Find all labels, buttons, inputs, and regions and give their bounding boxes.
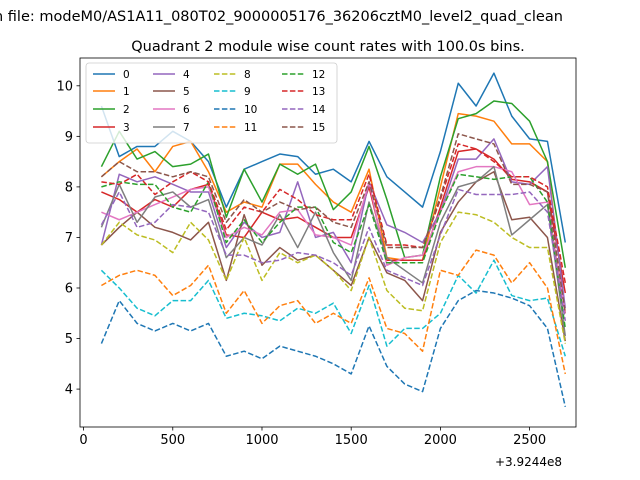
series-line-1 xyxy=(100,112,567,314)
series-line-5 xyxy=(100,170,567,342)
legend-label-0: 0 xyxy=(123,69,130,81)
y-tick-label: 6 xyxy=(65,281,73,296)
x-tick-label: 1500 xyxy=(335,433,368,448)
legend-label-9: 9 xyxy=(244,86,251,98)
legend-label-8: 8 xyxy=(244,69,251,81)
legend-label-2: 2 xyxy=(123,104,130,116)
y-tick-label: 8 xyxy=(65,180,73,195)
legend-label-15: 15 xyxy=(312,122,325,134)
x-tick-label: 2000 xyxy=(424,433,457,448)
series-line-14 xyxy=(100,188,567,321)
y-tick-label: 4 xyxy=(65,383,73,398)
y-tick-label: 7 xyxy=(65,231,73,246)
series-line-7 xyxy=(100,165,567,337)
axes-frame xyxy=(79,57,577,428)
legend-label-4: 4 xyxy=(183,69,190,81)
x-tick-label: 500 xyxy=(160,433,185,448)
y-tick-label: 10 xyxy=(56,79,73,94)
series-line-10 xyxy=(100,289,567,407)
figure-suptitle: n file: modeM0/AS1A11_080T02_9000005176_… xyxy=(0,9,563,25)
legend-box xyxy=(85,62,338,144)
legend-label-13: 13 xyxy=(312,86,325,98)
legend-label-5: 5 xyxy=(183,86,190,98)
legend-label-12: 12 xyxy=(312,69,325,81)
legend-label-11: 11 xyxy=(244,122,257,134)
series-group xyxy=(100,72,567,407)
x-offset-label: +3.9244e8 xyxy=(495,455,562,469)
series-line-9 xyxy=(100,259,567,357)
series-line-8 xyxy=(100,211,567,344)
legend-label-10: 10 xyxy=(244,104,257,116)
series-line-15 xyxy=(100,133,567,314)
x-tick-label: 2500 xyxy=(513,433,546,448)
legend-label-3: 3 xyxy=(123,122,130,134)
series-line-4 xyxy=(100,138,567,309)
x-tick-label: 1000 xyxy=(245,433,278,448)
series-line-6 xyxy=(101,165,567,314)
legend-label-14: 14 xyxy=(312,104,326,116)
series-line-2 xyxy=(100,100,567,268)
legend-label-1: 1 xyxy=(123,86,130,98)
x-tick-label: 0 xyxy=(79,433,87,448)
chart-title: Quadrant 2 module wise count rates with … xyxy=(131,39,525,55)
series-line-12 xyxy=(101,173,567,329)
series-line-11 xyxy=(101,249,567,375)
y-tick-label: 9 xyxy=(65,130,73,145)
y-tick-label: 5 xyxy=(65,332,73,347)
series-line-13 xyxy=(101,143,567,284)
legend-label-6: 6 xyxy=(183,104,190,116)
legend-label-7: 7 xyxy=(183,122,190,134)
